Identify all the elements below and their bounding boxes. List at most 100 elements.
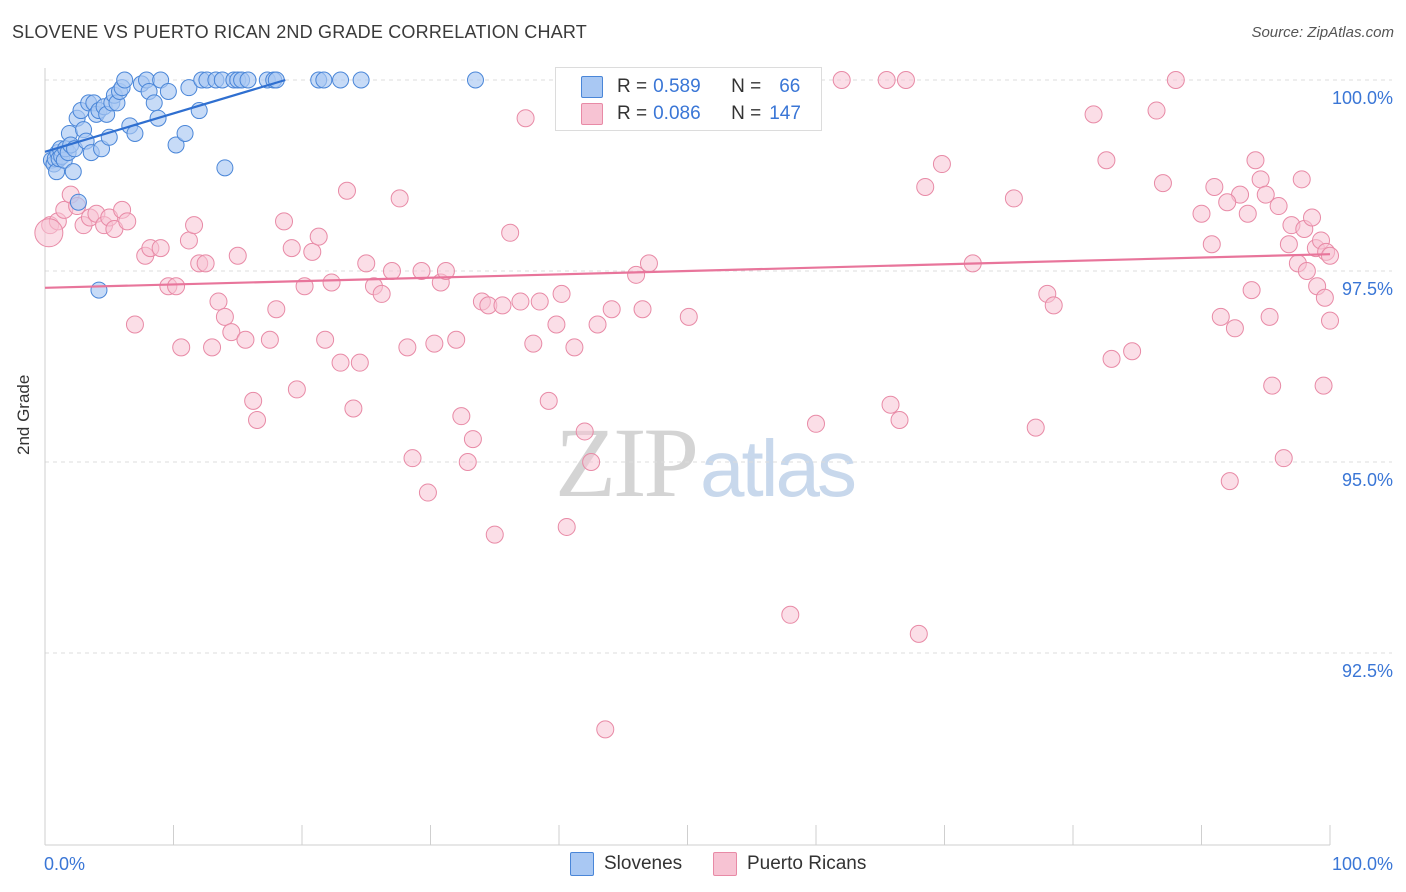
puerto-ricans-point	[1192, 204, 1211, 223]
puerto-ricans-point	[228, 246, 247, 265]
bottom-legend-swatch-pink	[713, 852, 737, 876]
slovenes-point	[352, 71, 370, 89]
puerto-ricans-point	[1279, 235, 1298, 254]
chart-title: SLOVENE VS PUERTO RICAN 2ND GRADE CORREL…	[12, 22, 587, 42]
puerto-ricans-point	[1314, 376, 1333, 395]
puerto-ricans-point	[1211, 307, 1230, 326]
slovenes-point	[64, 163, 82, 181]
puerto-ricans-point	[125, 315, 144, 334]
puerto-ricans-point	[539, 391, 558, 410]
y-tick-label: 92.5%	[1342, 661, 1393, 681]
puerto-ricans-point	[463, 430, 482, 449]
puerto-ricans-point	[781, 605, 800, 624]
puerto-ricans-point	[877, 71, 896, 89]
x-tick-label-left: 0.0%	[44, 854, 85, 874]
puerto-ricans-point	[357, 254, 376, 273]
puerto-ricans-point	[118, 212, 137, 231]
puerto-ricans-point	[501, 223, 520, 242]
puerto-ricans-point	[167, 277, 186, 296]
puerto-ricans-point	[222, 323, 241, 342]
puerto-ricans-point	[1260, 307, 1279, 326]
puerto-ricans-point	[196, 254, 215, 273]
puerto-ricans-point	[390, 189, 409, 208]
puerto-ricans-point	[511, 292, 530, 311]
slovenes-point	[180, 79, 198, 97]
y-tick-label: 97.5%	[1342, 279, 1393, 299]
puerto-ricans-point	[344, 399, 363, 418]
puerto-ricans-point	[287, 380, 306, 399]
puerto-ricans-point	[1251, 170, 1270, 189]
puerto-ricans-point	[34, 218, 64, 248]
y-tick-label: 100.0%	[1332, 88, 1393, 108]
puerto-ricans-point	[1044, 296, 1063, 315]
puerto-ricans-point	[447, 330, 466, 349]
puerto-ricans-point	[1225, 319, 1244, 338]
puerto-ricans-point	[807, 414, 825, 433]
puerto-ricans-point	[244, 391, 263, 410]
puerto-ricans-point	[1321, 311, 1339, 330]
puerto-ricans-point	[596, 720, 615, 739]
legend-r-label: R =	[617, 103, 648, 124]
correlation-legend: R = 0.589 N = 66 R = 0.086 N = 147	[555, 67, 822, 131]
puerto-ricans-point	[1205, 177, 1224, 196]
puerto-ricans-point	[1263, 376, 1282, 395]
slovenes-point	[69, 193, 87, 211]
watermark-atlas: atlas	[700, 424, 857, 513]
puerto-ricans-point	[398, 338, 417, 357]
puerto-ricans-point	[1123, 342, 1142, 361]
slovenes-point	[216, 159, 234, 177]
puerto-ricans-point	[588, 315, 607, 334]
puerto-ricans-point	[633, 300, 652, 319]
bottom-legend-label: Puerto Ricans	[747, 853, 867, 874]
puerto-ricans-point	[881, 395, 900, 414]
puerto-ricans-point	[458, 453, 477, 471]
puerto-ricans-point	[282, 239, 301, 258]
puerto-ricans-point	[679, 307, 698, 326]
legend-swatch-blue	[581, 76, 603, 98]
puerto-ricans-point	[575, 422, 594, 441]
puerto-ricans-point	[260, 330, 279, 349]
puerto-ricans-point	[1269, 197, 1288, 216]
slovenes-point	[116, 71, 134, 89]
puerto-ricans-point	[602, 300, 621, 319]
puerto-ricans-point	[1004, 189, 1023, 208]
bottom-legend-slovenes: Slovenes	[570, 852, 682, 876]
puerto-ricans-point	[172, 338, 191, 357]
puerto-ricans-point	[485, 525, 504, 544]
slovenes-point	[332, 71, 350, 89]
puerto-ricans-point	[331, 353, 350, 372]
legend-r-value: 0.589	[653, 76, 701, 97]
puerto-ricans-point	[1321, 246, 1339, 265]
slovenes-trend-line	[44, 78, 286, 153]
puerto-ricans-point	[582, 453, 601, 471]
puerto-ricans-point	[203, 338, 222, 357]
bottom-legend-puerto-ricans: Puerto Ricans	[713, 852, 866, 876]
puerto-ricans-point	[303, 242, 322, 261]
puerto-ricans-point	[452, 407, 471, 426]
legend-row-puerto-ricans: R = 0.086 N = 147	[581, 102, 801, 126]
tick-labels: 100.0% 97.5% 95.0% 92.5% 0.0% 100.0%	[44, 88, 1393, 874]
watermark: ZIPatlas	[555, 405, 857, 520]
legend-swatch-pink	[581, 103, 603, 125]
bottom-legend-swatch-blue	[570, 852, 594, 876]
puerto-ricans-point	[236, 330, 255, 349]
puerto-ricans-point	[1202, 235, 1221, 254]
puerto-ricans-point	[1242, 281, 1261, 300]
slovenes-point	[167, 136, 185, 154]
puerto-ricans-point	[516, 109, 535, 128]
puerto-ricans-point	[1166, 71, 1185, 89]
legend-row-slovenes: R = 0.589 N = 66	[581, 75, 800, 99]
puerto-ricans-point	[932, 155, 951, 174]
axes	[44, 68, 1331, 846]
puerto-ricans-point	[1315, 288, 1334, 307]
puerto-ricans-point	[557, 517, 576, 536]
bottom-legend-label: Slovenes	[604, 853, 683, 874]
puerto-ricans-point	[1297, 262, 1316, 280]
puerto-ricans-point	[832, 71, 851, 89]
puerto-ricans-point	[890, 410, 909, 429]
slovenes-point	[126, 124, 144, 142]
slovenes-point	[176, 124, 194, 142]
puerto-ricans-point	[215, 307, 234, 326]
puerto-ricans-point	[372, 284, 391, 303]
